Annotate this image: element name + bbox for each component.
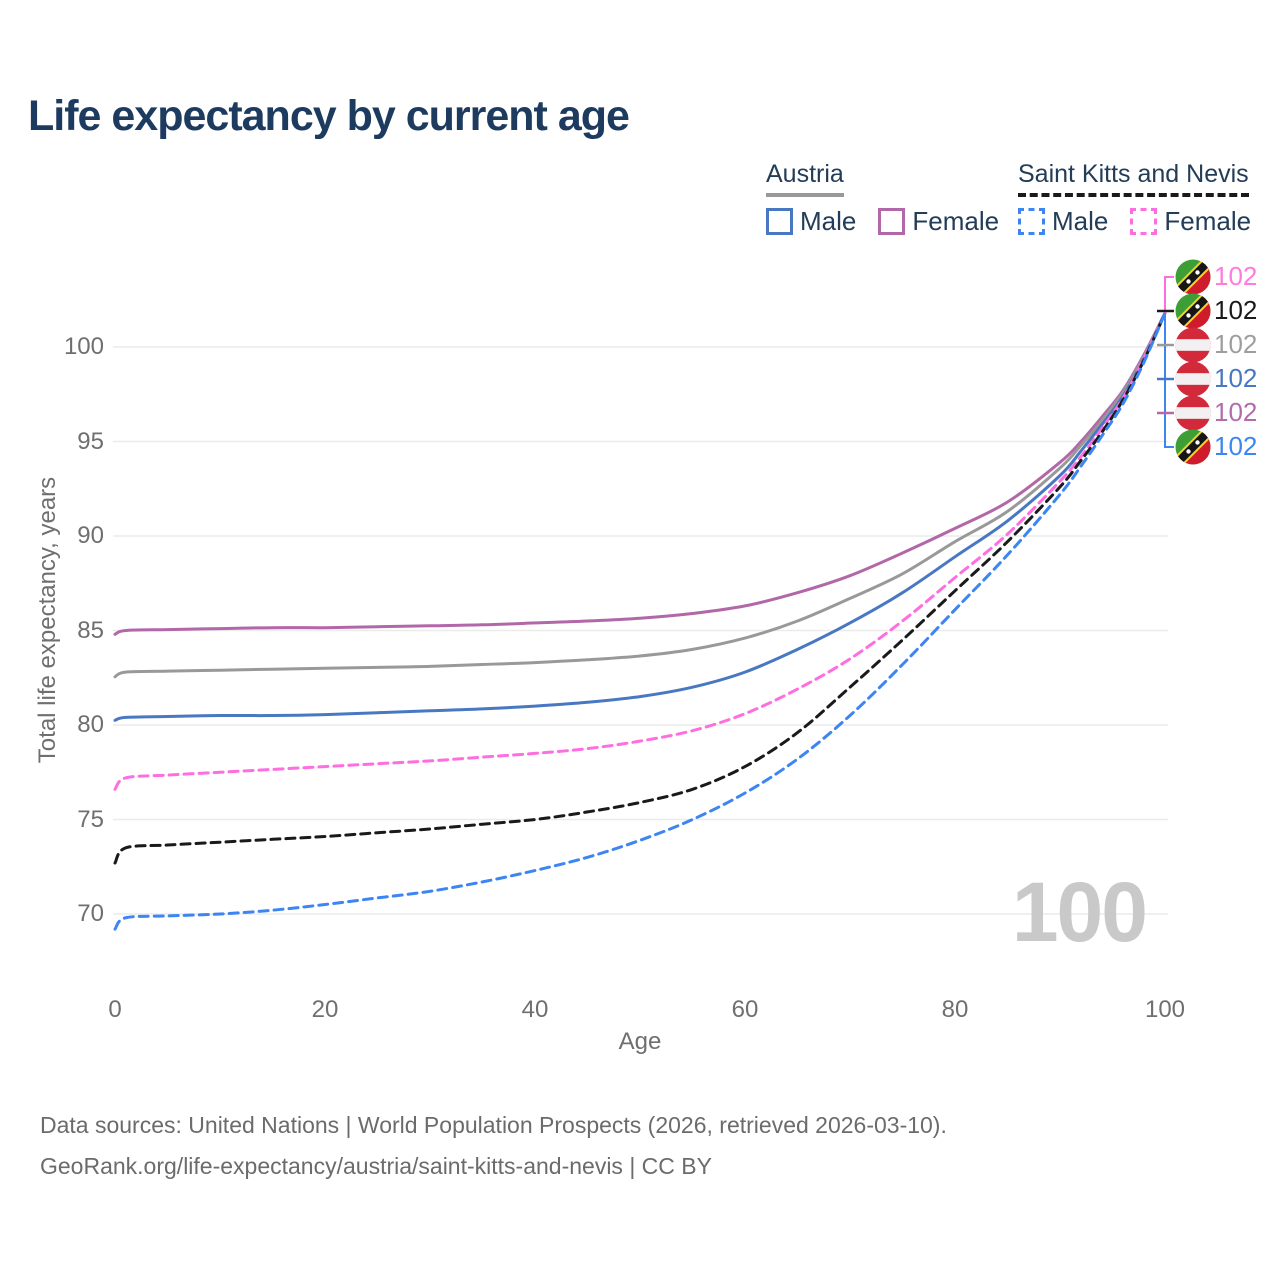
y-tick-label: 70 [77, 900, 104, 927]
legend-swatch-austria-female [878, 208, 906, 235]
y-tick-label: 100 [63, 333, 104, 360]
end-value-label-austria-all: 102 [1214, 329, 1258, 359]
y-tick-label: 80 [77, 711, 104, 738]
legend-item-skn-female[interactable]: Female [1130, 206, 1251, 237]
x-tick-label: 40 [521, 996, 549, 1023]
legend-item-skn-male[interactable]: Male [1018, 206, 1108, 237]
legend-group-title-saint-kitts-and-nevis[interactable]: Saint Kitts and Nevis [1018, 160, 1249, 197]
legend-label-skn-female: Female [1164, 206, 1252, 236]
x-tick-label: 20 [311, 996, 339, 1023]
x-axis-title: Age [618, 1028, 662, 1055]
end-value-label-skn-all: 102 [1214, 295, 1258, 325]
legend-swatch-austria-male [766, 208, 793, 235]
flag-icon-saint-kitts-and-nevis [1175, 429, 1211, 465]
flag-icon-austria [1175, 361, 1211, 397]
x-tick-label: 100 [1144, 996, 1186, 1023]
end-value-label-skn-male: 102 [1214, 431, 1258, 461]
y-tick-label: 85 [77, 616, 104, 644]
legend-group-saint-kitts-and-nevis: Saint Kitts and Nevis Male Female [1018, 160, 1251, 237]
legend-label-austria-male: Male [800, 206, 857, 236]
flag-icon-austria [1175, 327, 1211, 363]
end-value-label-austria-male: 102 [1214, 363, 1258, 393]
y-tick-label: 75 [77, 805, 104, 833]
x-tick-label: 80 [941, 996, 969, 1023]
y-tick-label: 90 [77, 522, 104, 549]
flag-icon-saint-kitts-and-nevis [1175, 259, 1211, 295]
footer: Data sources: United Nations | World Pop… [40, 1105, 947, 1187]
label-connector [1164, 276, 1174, 313]
series-line-austria-all[interactable] [113, 311, 1167, 679]
legend-label-skn-male: Male [1052, 206, 1109, 236]
legend-item-austria-male[interactable]: Male [766, 206, 856, 237]
end-value-label-skn-female: 102 [1214, 261, 1258, 291]
legend-swatch-skn-male [1018, 208, 1045, 235]
legend-group-austria: Austria Male Female [766, 160, 999, 237]
x-tick-label: 0 [108, 996, 122, 1023]
data-sources-note: Data sources: United Nations | World Pop… [40, 1112, 947, 1138]
legend-item-austria-female[interactable]: Female [878, 206, 999, 237]
label-connector [1164, 312, 1174, 448]
flag-icon-austria [1175, 395, 1211, 431]
page-title: Life expectancy by current age [28, 92, 630, 140]
legend-swatch-skn-female [1130, 208, 1158, 235]
y-tick-label: 95 [77, 427, 104, 455]
end-value-label-austria-female: 102 [1214, 397, 1258, 427]
series-line-austria-male[interactable] [113, 311, 1167, 722]
series-line-skn-female[interactable] [113, 311, 1167, 791]
age-counter-watermark: 100 [1011, 865, 1148, 959]
x-tick-label: 60 [731, 996, 759, 1023]
series-line-skn-male[interactable] [113, 311, 1167, 931]
legend-label-austria-female: Female [912, 206, 1000, 236]
line-chart [113, 259, 1211, 931]
flag-icon-saint-kitts-and-nevis [1175, 293, 1211, 329]
series-line-skn-all[interactable] [113, 311, 1167, 865]
legend-group-title-austria[interactable]: Austria [766, 160, 844, 197]
series-line-austria-female[interactable] [113, 311, 1167, 636]
attribution-note: GeoRank.org/life-expectancy/austria/sain… [40, 1153, 712, 1179]
